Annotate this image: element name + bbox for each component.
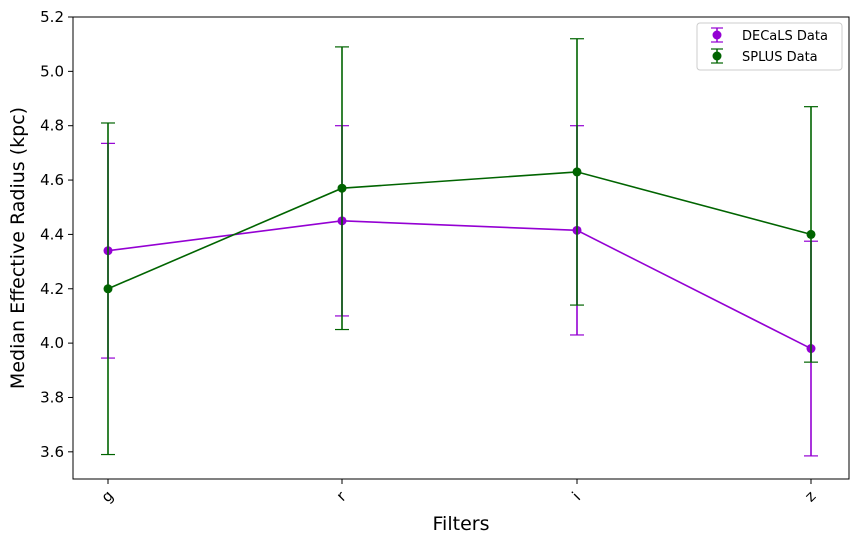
y-tick-label: 3.8 xyxy=(40,388,64,406)
legend-marker xyxy=(712,51,722,61)
y-tick-label: 4.0 xyxy=(40,334,64,352)
data-point xyxy=(572,167,582,177)
series-line xyxy=(107,220,812,350)
legend-marker xyxy=(712,30,722,40)
y-tick-label: 4.4 xyxy=(40,225,64,243)
x-tick-label: g xyxy=(98,487,117,506)
axes-frame xyxy=(72,16,850,480)
data-point xyxy=(806,229,816,239)
series-decals xyxy=(101,125,818,457)
y-tick-label: 5.2 xyxy=(40,8,64,26)
x-tick-label: z xyxy=(801,487,819,505)
y-axis: 3.6 3.8 4.0 4.2 4.4 4.6 4.8 5.0 5.2 xyxy=(40,8,73,461)
plot-area xyxy=(101,38,818,457)
data-point xyxy=(337,183,347,193)
data-point xyxy=(103,284,113,294)
x-tick-label: i xyxy=(568,488,584,504)
y-tick-label: 4.8 xyxy=(40,117,64,135)
legend-label: DECaLS Data xyxy=(742,29,828,44)
y-tick-label: 4.6 xyxy=(40,171,64,189)
y-tick-label: 4.2 xyxy=(40,280,64,298)
y-tick-label: 3.6 xyxy=(40,443,64,461)
legend: DECaLS Data SPLUS Data xyxy=(696,22,843,71)
series-line xyxy=(107,171,812,290)
series-splus xyxy=(101,38,818,456)
x-tick-label: r xyxy=(333,487,351,505)
legend-box xyxy=(696,22,843,71)
x-axis-label: Filters xyxy=(433,513,490,535)
y-tick-label: 5.0 xyxy=(40,62,64,80)
legend-label: SPLUS Data xyxy=(742,50,818,65)
y-axis-label: Median Effective Radius (kpc) xyxy=(7,107,29,389)
